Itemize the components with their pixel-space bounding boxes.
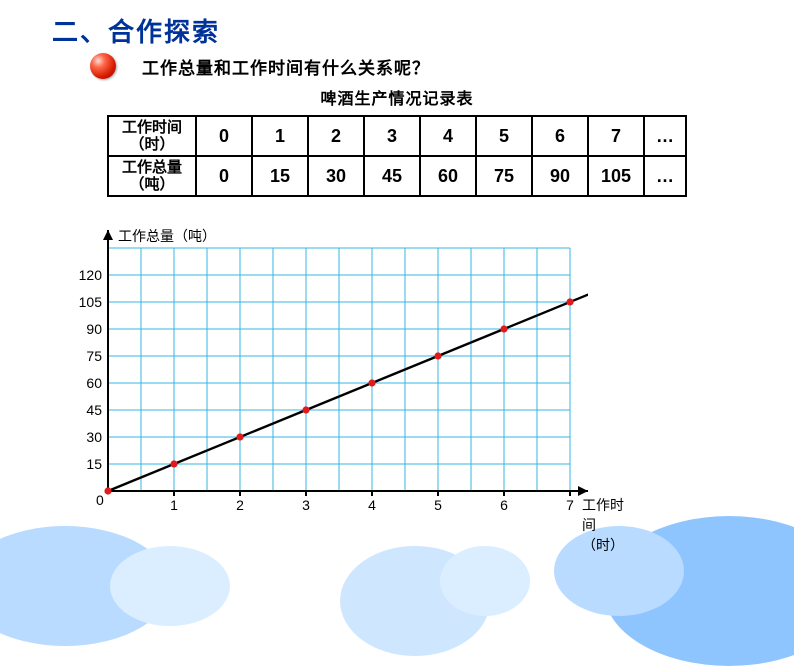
- time-cell: 3: [364, 116, 420, 156]
- chart-svg: 0: [68, 211, 588, 521]
- amount-cell: 30: [308, 156, 364, 196]
- amount-cell: …: [644, 156, 686, 196]
- y-tick-label: 30: [70, 429, 102, 445]
- y-tick-label: 90: [70, 321, 102, 337]
- amount-cell: 75: [476, 156, 532, 196]
- row2-label: 工作总量（吨）: [108, 156, 196, 196]
- x-tick-label: 1: [159, 497, 189, 513]
- x-tick-label: 4: [357, 497, 387, 513]
- x-tick-label: 7: [555, 497, 585, 513]
- y-tick-label: 60: [70, 375, 102, 391]
- time-cell: 0: [196, 116, 252, 156]
- table-row: 工作时间（时） 0 1 2 3 4 5 6 7 …: [108, 116, 686, 156]
- time-cell: 1: [252, 116, 308, 156]
- y-tick-label: 105: [70, 294, 102, 310]
- time-cell: …: [644, 116, 686, 156]
- x-tick-label: 5: [423, 497, 453, 513]
- time-cell: 5: [476, 116, 532, 156]
- table-row: 工作总量（吨） 0 15 30 45 60 75 90 105 …: [108, 156, 686, 196]
- time-cell: 6: [532, 116, 588, 156]
- amount-cell: 45: [364, 156, 420, 196]
- x-axis-label: 工作时间（时）: [582, 495, 624, 555]
- x-tick-label: 2: [225, 497, 255, 513]
- section-title: 二、合作探索: [52, 12, 794, 49]
- amount-cell: 90: [532, 156, 588, 196]
- time-cell: 2: [308, 116, 364, 156]
- svg-text:0: 0: [96, 492, 104, 508]
- x-tick-label: 3: [291, 497, 321, 513]
- question-text: 工作总量和工作时间有什么关系呢？: [142, 54, 430, 79]
- y-tick-label: 120: [70, 267, 102, 283]
- time-cell: 7: [588, 116, 644, 156]
- table-title: 啤酒生产情况记录表: [0, 85, 794, 109]
- amount-cell: 105: [588, 156, 644, 196]
- row1-label: 工作时间（时）: [108, 116, 196, 156]
- amount-cell: 15: [252, 156, 308, 196]
- y-tick-label: 15: [70, 456, 102, 472]
- x-tick-label: 6: [489, 497, 519, 513]
- amount-cell: 60: [420, 156, 476, 196]
- data-table: 工作时间（时） 0 1 2 3 4 5 6 7 … 工作总量（吨） 0 15 3…: [107, 115, 687, 197]
- bullet-sphere-icon: [90, 53, 116, 79]
- y-tick-label: 75: [70, 348, 102, 364]
- y-tick-label: 45: [70, 402, 102, 418]
- y-axis-label: 工作总量（吨）: [118, 226, 216, 246]
- amount-cell: 0: [196, 156, 252, 196]
- time-cell: 4: [420, 116, 476, 156]
- line-chart: 0 工作总量（吨）工作时间（时）153045607590105120123456…: [68, 211, 588, 521]
